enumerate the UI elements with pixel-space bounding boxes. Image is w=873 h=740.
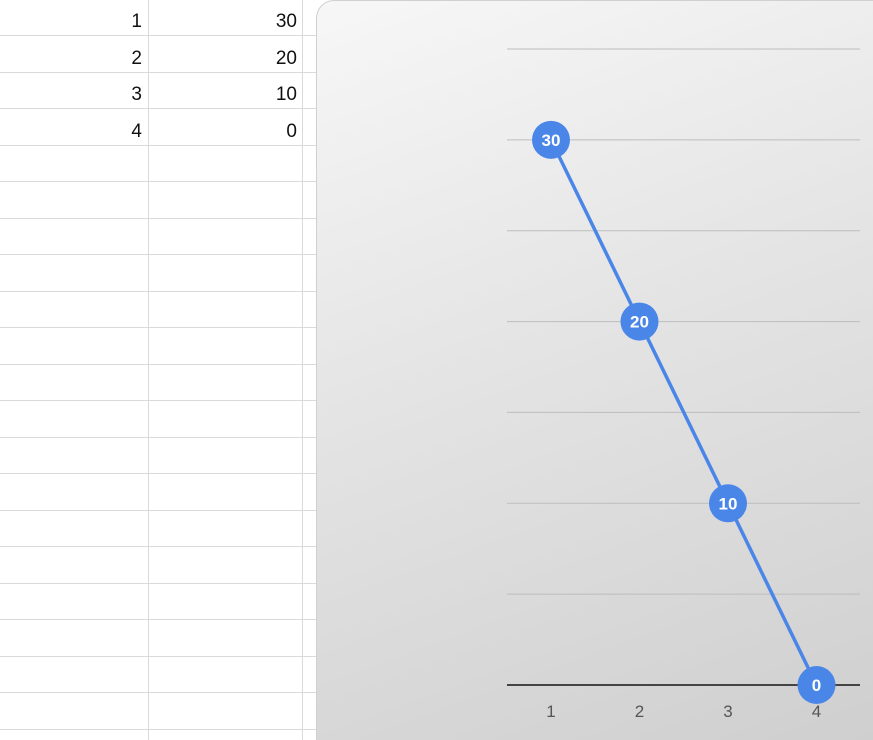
- empty-row[interactable]: [0, 365, 318, 401]
- data-point: [532, 120, 570, 159]
- x-tick-label: 1: [546, 702, 555, 721]
- x-tick-label: 2: [635, 702, 644, 721]
- empty-row[interactable]: [0, 183, 318, 219]
- empty-row[interactable]: [0, 292, 318, 328]
- data-point: [620, 302, 659, 341]
- chart-canvas: 1 2 3 4 30 20 10 0: [507, 48, 860, 721]
- empty-row[interactable]: [0, 694, 318, 730]
- empty-row[interactable]: [0, 511, 318, 547]
- empty-row[interactable]: [0, 402, 318, 438]
- cell-column-a[interactable]: 4: [131, 120, 142, 142]
- empty-row[interactable]: [0, 621, 318, 657]
- empty-row[interactable]: [0, 256, 318, 292]
- cell-column-b[interactable]: 0: [286, 120, 297, 142]
- line-chart[interactable]: 1 2 3 4 30 20 10 0: [316, 0, 873, 740]
- series-line: [549, 139, 819, 686]
- empty-row[interactable]: [0, 329, 318, 365]
- empty-row[interactable]: [0, 146, 318, 182]
- empty-row[interactable]: [0, 548, 318, 584]
- column-divider: [302, 0, 303, 740]
- cell-column-b[interactable]: 30: [275, 11, 297, 32]
- data-label: 20: [630, 313, 649, 332]
- data-label: 0: [812, 676, 821, 695]
- empty-row[interactable]: [0, 584, 318, 620]
- empty-row[interactable]: [0, 219, 318, 255]
- column-divider: [148, 0, 149, 740]
- empty-row[interactable]: [0, 438, 318, 474]
- data-point: [797, 666, 836, 704]
- cell-column-a[interactable]: 1: [131, 11, 142, 32]
- cell-column-b[interactable]: 20: [275, 47, 297, 69]
- table-row[interactable]: 3 10: [0, 73, 318, 109]
- empty-row[interactable]: [0, 657, 318, 693]
- empty-row[interactable]: [0, 475, 318, 511]
- cell-column-a[interactable]: 2: [131, 47, 142, 69]
- cell-column-b[interactable]: 10: [275, 84, 297, 105]
- table-row[interactable]: 1 30: [0, 0, 318, 36]
- data-label: 10: [719, 494, 738, 513]
- table-row[interactable]: 2 20: [0, 37, 318, 73]
- spreadsheet-grid: 1 30 2 20 3 10 4 0: [0, 0, 318, 740]
- x-tick-label: 4: [812, 702, 821, 721]
- data-point: [709, 484, 747, 523]
- x-tick-label: 3: [723, 702, 732, 721]
- data-label: 30: [542, 131, 561, 150]
- cell-column-a[interactable]: 3: [131, 84, 142, 105]
